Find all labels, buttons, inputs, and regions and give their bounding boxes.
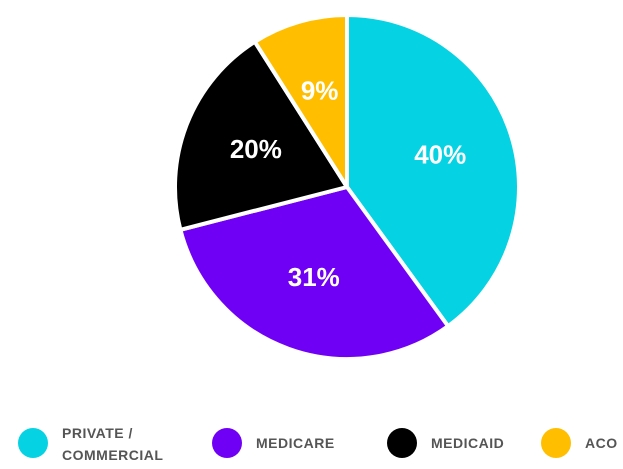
legend-label: PRIVATE / COMMERCIAL <box>62 425 164 463</box>
legend-swatch <box>212 428 242 458</box>
legend-label: MEDICAID <box>431 435 505 451</box>
pie-slice <box>173 39 349 232</box>
slice-label: 40% <box>414 140 466 170</box>
chart: 40% 31% 20% 9% <box>173 13 521 361</box>
legend-label: ACO <box>585 435 618 451</box>
legend-swatch <box>18 428 48 458</box>
legend-item: ACO <box>541 428 618 458</box>
legend-swatch <box>541 428 571 458</box>
pie-slice <box>252 13 349 189</box>
pie-slice <box>178 185 451 361</box>
slice-label: 9% <box>301 76 339 106</box>
legend-label: MEDICARE <box>256 435 335 451</box>
legend-swatch <box>387 428 417 458</box>
slice-label: 31% <box>288 262 340 292</box>
pie-slice <box>345 13 521 329</box>
slice-label: 20% <box>230 134 282 164</box>
legend-item: MEDICAID <box>387 428 504 458</box>
legend-item: PRIVATE / COMMERCIAL <box>18 425 182 466</box>
legend-item: MEDICARE <box>212 428 335 458</box>
